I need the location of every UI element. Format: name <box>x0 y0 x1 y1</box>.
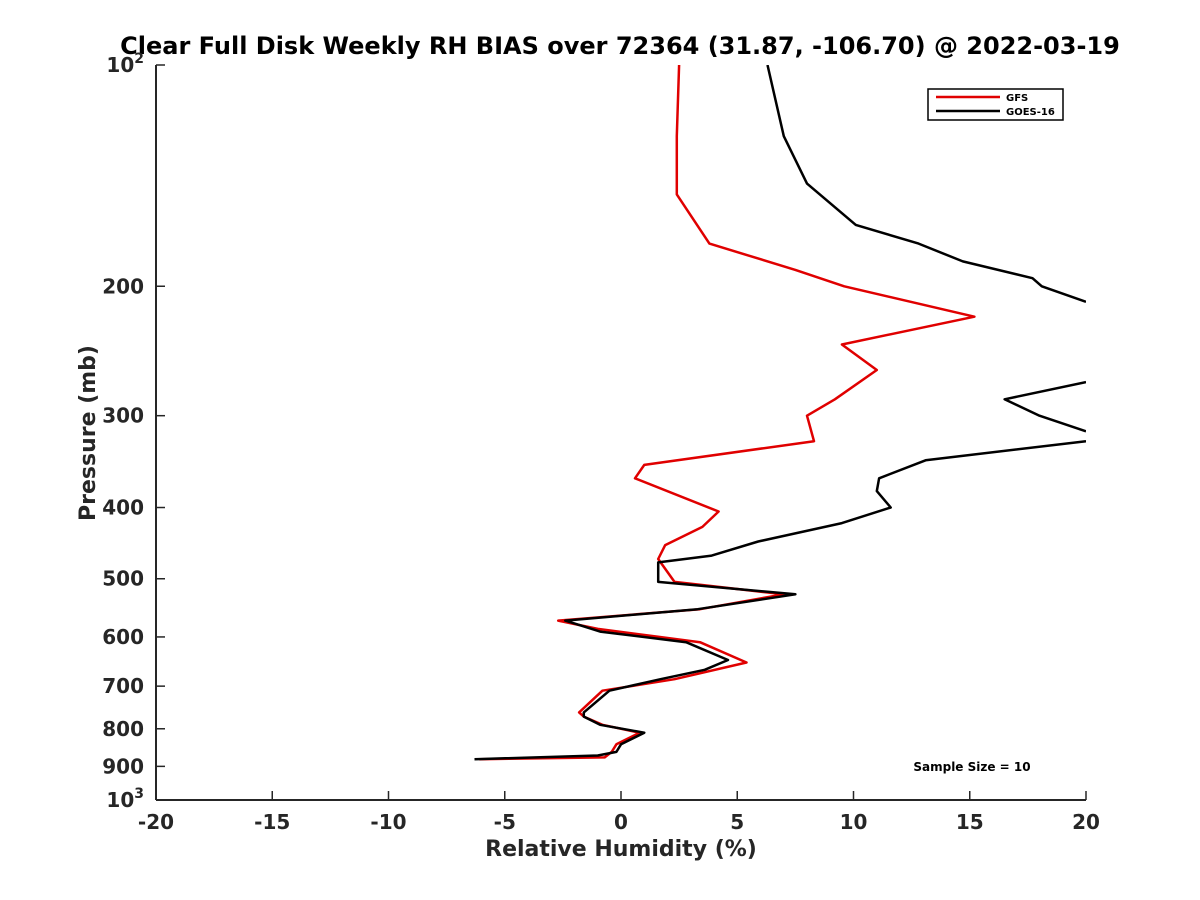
sample-size-annotation: Sample Size = 10 <box>913 760 1030 774</box>
x-tick-label: 15 <box>956 810 984 834</box>
x-tick-label: 0 <box>614 810 628 834</box>
plot-area: -20 -15 -10 -5 0 5 10 15 20 10220030040050060070… <box>102 51 1100 834</box>
series-line-goes-16 <box>474 65 1086 761</box>
x-axis-label: Relative Humidity (%) <box>485 837 757 862</box>
chart-title: Clear Full Disk Weekly RH BIAS over 7236… <box>120 32 1120 60</box>
y-tick-label-base: 10 <box>106 788 134 812</box>
series-line-gfs <box>479 65 976 761</box>
y-tick-label-base: 10 <box>106 53 134 77</box>
legend-label-gfs: GFS <box>1006 93 1028 104</box>
legend: GFS GOES-16 <box>927 88 1064 121</box>
y-tick-label: 200 <box>102 274 144 298</box>
x-tick-label: -15 <box>254 810 290 834</box>
legend-label-goes16: GOES-16 <box>1006 107 1055 118</box>
y-tick-label: 103 <box>106 786 144 812</box>
y-tick-label-exponent: 2 <box>134 51 144 67</box>
x-tick-label: 20 <box>1072 810 1100 834</box>
x-axis-ticks: -20 -15 -10 -5 0 5 10 15 20 <box>138 791 1100 834</box>
y-tick-label: 500 <box>102 567 144 591</box>
y-tick-label: 900 <box>102 754 144 778</box>
y-axis-label: Pressure (mb) <box>76 345 101 521</box>
y-tick-label: 300 <box>102 404 144 428</box>
y-tick-label: 700 <box>102 674 144 698</box>
x-tick-label: 10 <box>840 810 868 834</box>
y-tick-label: 800 <box>102 717 144 741</box>
series-layer <box>474 65 1086 761</box>
x-tick-label: -20 <box>138 810 174 834</box>
y-tick-label: 400 <box>102 496 144 520</box>
x-tick-label: -5 <box>494 810 516 834</box>
y-tick-label: 102 <box>106 51 144 77</box>
y-tick-label-exponent: 3 <box>134 786 144 802</box>
legend-box <box>927 88 1064 121</box>
x-tick-label: -10 <box>370 810 406 834</box>
x-tick-label: 5 <box>730 810 744 834</box>
y-tick-label: 600 <box>102 625 144 649</box>
